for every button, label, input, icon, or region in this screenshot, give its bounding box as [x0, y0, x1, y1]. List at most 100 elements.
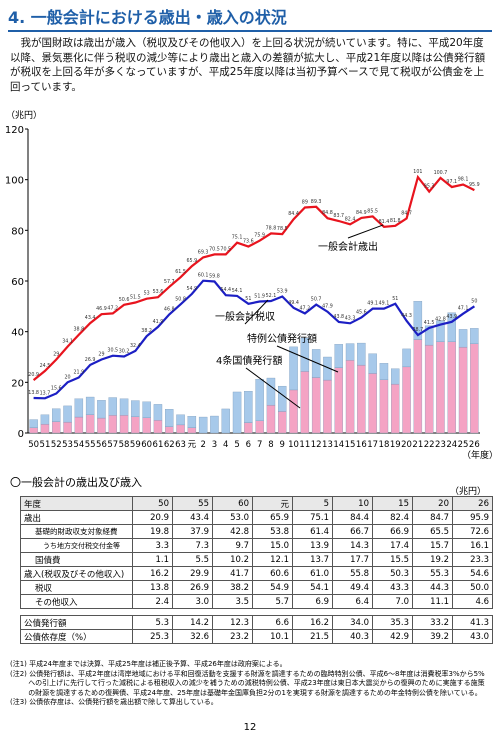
table-cell: 82.4 [372, 510, 413, 525]
bar [424, 325, 434, 346]
table-cell: 35.3 [372, 615, 413, 630]
table-cell: 17.4 [372, 538, 413, 553]
table-header: 年度 50 55 60 元 5 10 15 20 26 [20, 496, 493, 511]
bar [40, 414, 50, 425]
bar [119, 398, 129, 416]
data-label: 43.9 [446, 314, 457, 320]
x-tick-label: 5 [234, 440, 239, 450]
data-label: 51 [245, 296, 251, 302]
table-cell: 75.1 [292, 510, 333, 525]
table-cell: 9.7 [212, 538, 253, 553]
data-label: 42.8 [435, 317, 446, 323]
data-label: 81.8 [390, 218, 401, 224]
bar [108, 415, 117, 434]
data-label: 89.3 [311, 199, 322, 205]
x-tick-label: 18 [379, 440, 390, 450]
bar [436, 341, 445, 434]
data-label: 29 [53, 352, 59, 358]
data-label: 46.9 [96, 306, 107, 312]
bar [142, 401, 151, 418]
bar [74, 416, 84, 434]
x-tick-label: 56 [96, 440, 107, 450]
intro: 我が国財政は歳出が歳入（税収及びその他収入）を上回る状況が続いています。特に、平… [10, 37, 486, 93]
x-tick-label: 元 [188, 440, 197, 450]
header-cell: 55 [172, 496, 213, 511]
bar [255, 379, 264, 421]
table-row: 公債依存度（%） 25.3 32.6 23.2 10.1 21.5 40.3 42.9 39.2… [20, 629, 493, 644]
x-tick-label: 24 [446, 440, 457, 450]
data-label: 53.6 [153, 289, 164, 295]
data-label: 78.8 [266, 225, 277, 231]
table-cell: 23.3 [452, 552, 493, 567]
bar [40, 423, 50, 434]
x-tick-label: 17 [367, 440, 378, 450]
data-label: 50.7 [311, 297, 322, 303]
bar [266, 377, 276, 406]
header-cell: 26 [452, 496, 493, 511]
y-tick-label: 120 [5, 125, 24, 136]
note: (注1) 平成24年度までは決算、平成25年度は補正後予算、平成26年度は政府案… [10, 660, 287, 668]
y-tick-label: 80 [11, 226, 24, 237]
table-cell: 37.9 [172, 524, 213, 539]
table-cell: 53.0 [212, 510, 253, 525]
x-tick-label: 25 [458, 440, 469, 450]
table-cell: 66.7 [332, 524, 373, 539]
spacer-cell [21, 609, 493, 616]
bar [345, 360, 355, 434]
data-label: 20.9 [28, 372, 39, 378]
data-label: 43.8 [333, 314, 344, 320]
x-tick-label: 12 [311, 440, 322, 450]
line [33, 279, 476, 400]
bar [402, 366, 411, 434]
table-cell: 95.9 [452, 510, 493, 525]
bar [278, 411, 287, 434]
bar [119, 415, 129, 434]
data-label: 54.4 [220, 287, 231, 293]
bar [323, 356, 332, 381]
table-heading: 〇一般会計の歳出及び歳入 [10, 476, 142, 489]
bar [391, 383, 400, 434]
table-cell: 税収 [20, 580, 133, 595]
table-cell: 10.1 [252, 629, 293, 644]
data-label: 13.7 [40, 390, 51, 396]
note: (注2) 公債発行額は、平成2年度は湾岸地域における平和回復活動を支援する財源を… [10, 669, 485, 697]
data-label: 59.8 [209, 274, 220, 280]
x-tick-label: 54 [73, 440, 84, 450]
table-cell: 29.9 [172, 566, 213, 581]
table-cell: 19.2 [412, 552, 453, 567]
x-tick-label: 11 [299, 440, 310, 450]
table-row: 公債発行額 5.3 14.2 12.3 6.6 16.2 34.0 35.3 33.2 41.3 [20, 615, 493, 630]
bar [266, 404, 276, 434]
header-cell: 50 [132, 496, 173, 511]
data-label: 47.2 [300, 305, 311, 311]
x-tick-label: 13 [322, 440, 333, 450]
x-tick-label: 7 [257, 440, 262, 450]
x-tick-label: 57 [107, 440, 118, 450]
x-tick-label: 2 [200, 440, 205, 450]
bar [142, 417, 151, 434]
x-tick-label: 55 [85, 440, 96, 450]
table-cell: 43.4 [172, 510, 213, 525]
table-cell: 84.4 [332, 510, 373, 525]
y-axis-label: （兆円） [6, 110, 42, 121]
table-cell: 11.1 [412, 594, 453, 609]
bar [187, 416, 197, 428]
data-label: 47.9 [322, 304, 333, 310]
data-label: 51 [392, 296, 398, 302]
bar [210, 415, 219, 434]
bar [447, 341, 456, 434]
x-tick-label: 60 [141, 440, 152, 450]
x-tick-label: 20 [401, 440, 412, 450]
bar [424, 344, 434, 434]
data-label: 65.9 [187, 258, 198, 264]
table-cell: 44.3 [412, 580, 453, 595]
bar [85, 396, 95, 415]
data-label: 46.8 [164, 306, 175, 312]
bar [300, 337, 310, 372]
data-label: 97.1 [446, 179, 457, 185]
notes: (注1) 平成24年度までは決算、平成25年度は補正後予算、平成26年度は政府案… [10, 660, 490, 708]
table-cell: 3.5 [212, 594, 253, 609]
table-cell: 5.7 [252, 594, 293, 609]
x-tick-label: 15 [345, 440, 356, 450]
data-label: 45.6 [356, 309, 367, 315]
